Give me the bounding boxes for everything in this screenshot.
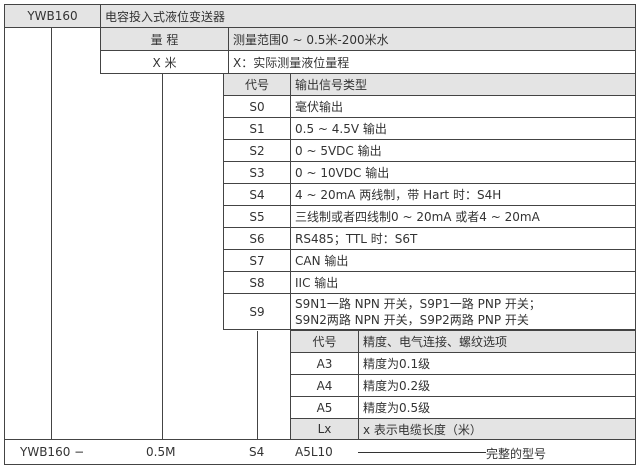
output-desc: 三线制或者四线制0 ~ 20mA 或者4 ~ 20mA bbox=[290, 205, 636, 228]
option-header-desc: 精度、电气连接、螺纹选项 bbox=[358, 330, 636, 353]
output-desc: 4 ~ 20mA 两线制，带 Hart 时：S4H bbox=[290, 183, 636, 206]
output-desc: 毫伏输出 bbox=[290, 95, 636, 118]
output-desc: IIC 输出 bbox=[290, 271, 636, 294]
example-output: S4 bbox=[249, 445, 265, 459]
range-desc: 测量范围0 ~ 0.5米-200米水 bbox=[228, 27, 636, 51]
option-code: Lx bbox=[290, 418, 359, 440]
output-code: S3 bbox=[223, 161, 291, 184]
output-code: S7 bbox=[223, 249, 291, 272]
example-options: A5L10 bbox=[295, 445, 333, 459]
option-code: A4 bbox=[290, 374, 359, 397]
connector-line bbox=[51, 27, 52, 440]
option-header-code: 代号 bbox=[290, 330, 359, 353]
product-name-cell: 电容投入式液位变送器 bbox=[100, 4, 636, 28]
example-row bbox=[4, 439, 636, 465]
range-code-desc: X：实际测量液位量程 bbox=[228, 50, 636, 74]
output-code: S5 bbox=[223, 205, 291, 228]
output-desc: 0 ~ 10VDC 输出 bbox=[290, 161, 636, 184]
example-range: 0.5M bbox=[146, 445, 176, 459]
example-label: 完整的型号 bbox=[486, 447, 547, 461]
output-code: S6 bbox=[223, 227, 291, 250]
output-desc: 0 ~ 5VDC 输出 bbox=[290, 139, 636, 162]
output-desc: RS485；TTL 时：S6T bbox=[290, 227, 636, 250]
output-desc-line: S9N1一路 NPN 开关，S9P1一路 PNP 开关； bbox=[295, 296, 541, 311]
output-code: S0 bbox=[223, 95, 291, 118]
example-model: YWB160 − bbox=[20, 445, 85, 459]
connector-line bbox=[162, 73, 163, 440]
option-desc: x 表示电缆长度（米） bbox=[358, 418, 636, 440]
leader-line bbox=[358, 452, 486, 453]
connector-line bbox=[257, 331, 258, 440]
output-header-desc: 输出信号类型 bbox=[290, 73, 636, 96]
output-code: S9 bbox=[223, 293, 291, 330]
model-cell: YWB160 bbox=[4, 4, 101, 28]
output-code: S2 bbox=[223, 139, 291, 162]
output-header-code: 代号 bbox=[223, 73, 291, 96]
output-desc: CAN 输出 bbox=[290, 249, 636, 272]
range-label: 量 程 bbox=[100, 27, 229, 51]
option-code: A5 bbox=[290, 396, 359, 419]
option-desc: 精度为0.5级 bbox=[358, 396, 636, 419]
output-desc-line: S9N2两路 NPN 开关，S9P2两路 PNP 开关 bbox=[295, 312, 529, 327]
output-desc: 0.5 ~ 4.5V 输出 bbox=[290, 117, 636, 140]
option-desc: 精度为0.2级 bbox=[358, 374, 636, 397]
output-code: S4 bbox=[223, 183, 291, 206]
range-code: X 米 bbox=[100, 50, 229, 74]
output-desc: S9N1一路 NPN 开关，S9P1一路 PNP 开关； S9N2两路 NPN 开… bbox=[290, 293, 636, 330]
option-desc: 精度为0.1级 bbox=[358, 352, 636, 375]
output-code: S1 bbox=[223, 117, 291, 140]
option-code: A3 bbox=[290, 352, 359, 375]
output-code: S8 bbox=[223, 271, 291, 294]
